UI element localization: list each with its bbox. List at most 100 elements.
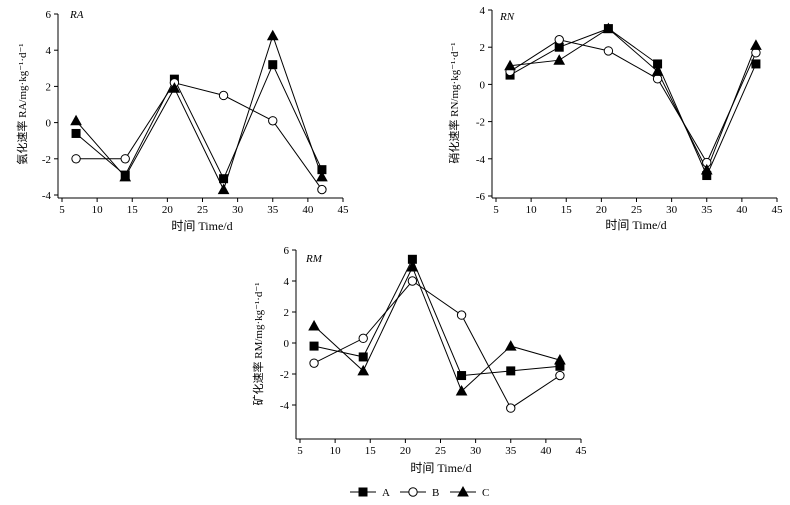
legend-item-a: A [350, 487, 390, 499]
chart-rn-series-c-point [602, 22, 615, 34]
chart-ra-y-tick-label: -4 [42, 190, 52, 202]
chart-ra: 5 10 15 20 25 30 35 40 45 -4 -2 0 2 4 6 RA 时间 Time/d 氨… [15, 9, 349, 233]
chart-ra-x-tick-label: 20 [162, 204, 174, 216]
legend: A B C [350, 485, 489, 499]
chart-rn-series-a-line [509, 28, 757, 177]
chart-rm-series-a-point [358, 352, 368, 362]
chart-ra-x-tick-label: 15 [127, 204, 139, 216]
chart-rm-x-tick-label: 20 [400, 445, 412, 457]
chart-rm-y-tick-label: -2 [280, 369, 289, 381]
chart-rn-series-b-point [554, 35, 564, 45]
chart-rm-x-axis-label: 时间 Time/d [410, 461, 471, 475]
chart-rm-x-tick-label: 10 [330, 445, 342, 457]
chart-ra-marks [70, 29, 328, 195]
chart-rn-series-c-point [750, 39, 762, 50]
chart-rn-x-tick-label: 35 [701, 204, 713, 216]
chart-ra-y-tick-label: 0 [46, 118, 52, 130]
chart-ra-x-tick-label: 5 [59, 204, 65, 216]
chart-rn-series-c-point [553, 54, 566, 65]
chart-rn-series-c-point [651, 65, 664, 76]
chart-ra-series-c-point [217, 183, 230, 195]
chart-rm-series-b-point [555, 370, 565, 381]
chart-ra-series-b-point [218, 90, 229, 101]
chart-ra-series-b-point [71, 154, 81, 164]
chart-rm-x-tick-label: 30 [470, 445, 482, 457]
chart-rn-x-tick-label: 10 [526, 204, 538, 216]
chart-rn-x-tick-label: 40 [736, 204, 748, 216]
chart-ra-series-c-point [119, 170, 132, 182]
chart-rn-axes: 5 10 15 20 25 30 35 40 45 -6 -4 -2 0 2 4 [476, 5, 783, 216]
legend-item-b: B [400, 487, 439, 499]
chart-ra-y-tick-label: -2 [42, 154, 51, 166]
chart-rn-x-tick-label: 20 [596, 204, 608, 216]
chart-rn-panel-label: RN [499, 11, 515, 23]
chart-rn-series-c-point [504, 59, 516, 71]
chart-ra-series-a-point [219, 174, 229, 184]
chart-rn-series-b-line [509, 39, 757, 164]
legend-marker-a [358, 487, 368, 497]
chart-rm-x-tick-label: 5 [297, 445, 303, 457]
legend-item-c: C [450, 485, 489, 499]
chart-rn-y-tick-label: -6 [476, 191, 486, 203]
chart-ra-series-c-point [70, 114, 82, 126]
chart-ra-y-tick-label: 2 [46, 81, 52, 93]
chart-rm-series-a-point [506, 366, 516, 376]
chart-rn-series-b-point [652, 74, 663, 84]
chart-rn-y-tick-label: 0 [480, 79, 486, 91]
chart-rm-series-c-point [357, 364, 370, 376]
chart-rm-y-axis-label: 矿化速率 RM/mg·kg⁻¹·d⁻¹ [251, 282, 265, 405]
chart-rm-series-c-point [554, 354, 566, 365]
legend-label-a: A [382, 487, 390, 499]
chart-rm-x-tick-label: 15 [365, 445, 377, 457]
chart-rm-series-a-point [309, 341, 319, 351]
chart-rn-series-c-line [510, 27, 757, 172]
chart-rm-x-tick-label: 40 [540, 445, 552, 457]
chart-ra-series-c-point [266, 29, 279, 41]
chart-rn-marks [504, 22, 762, 181]
chart-ra-y-axis-label: 氨化速率 RA/mg·kg⁻¹·d⁻¹ [15, 43, 29, 164]
chart-rm-series-c-point [504, 340, 517, 351]
chart-rn-y-tick-label: 4 [480, 5, 486, 17]
chart-ra-series-a-point [268, 60, 278, 70]
chart-rm-series-b-point [506, 403, 516, 413]
chart-ra-series-b-line [76, 82, 323, 190]
chart-ra-axes: 5 10 15 20 25 30 35 40 45 -4 -2 0 2 4 6 [42, 9, 349, 216]
chart-rm-series-c-point [308, 319, 320, 331]
chart-ra-series-b-point [268, 116, 278, 126]
chart-ra-panel-label: RA [69, 9, 84, 21]
chart-ra-x-tick-label: 25 [197, 204, 209, 216]
chart-rm-series-c-line [313, 265, 561, 392]
chart-rn-series-b-point [603, 46, 614, 56]
chart-rm-y-tick-label: 0 [284, 338, 290, 350]
legend-label-c: C [482, 487, 489, 499]
chart-rm-y-tick-label: 2 [284, 307, 290, 319]
chart-ra-x-tick-label: 30 [232, 204, 244, 216]
chart-rm-x-tick-label: 35 [505, 445, 517, 457]
chart-ra-y-tick-label: 6 [46, 9, 52, 21]
legend-label-b: B [432, 487, 439, 499]
chart-ra-y-tick-label: 4 [46, 45, 52, 57]
chart-ra-series-c-point [168, 82, 181, 93]
chart-rm-y-tick-label: 4 [284, 276, 290, 288]
chart-rn-x-tick-label: 45 [772, 204, 784, 216]
chart-rm-series-c-point [406, 261, 419, 272]
chart-rm-axes: 5 10 15 20 25 30 35 40 45 -4 -2 0 2 4 6 [280, 245, 587, 457]
chart-ra-x-tick-label: 40 [302, 204, 314, 216]
chart-rn-x-tick-label: 15 [561, 204, 573, 216]
chart-rn-series-c-point [700, 163, 713, 175]
chart-rn-series-a-point [751, 59, 761, 69]
chart-rn-x-axis-label: 时间 Time/d [605, 218, 666, 232]
chart-ra-series-b-point [120, 154, 130, 164]
legend-marker-b [408, 487, 418, 497]
chart-rn-y-tick-label: -4 [476, 154, 486, 166]
chart-rn-x-tick-label: 30 [666, 204, 678, 216]
chart-ra-x-tick-label: 10 [92, 204, 104, 216]
chart-ra-x-tick-label: 45 [338, 204, 350, 216]
chart-ra-series-c-line [75, 34, 323, 191]
chart-rm-series-a-line [313, 258, 560, 377]
chart-rm-y-tick-label: -4 [280, 400, 290, 412]
chart-rn-y-tick-label: 2 [480, 42, 486, 54]
chart-rm: 5 10 15 20 25 30 35 40 45 -4 -2 0 2 4 6 RM 时间 Time/d 矿… [251, 245, 587, 475]
